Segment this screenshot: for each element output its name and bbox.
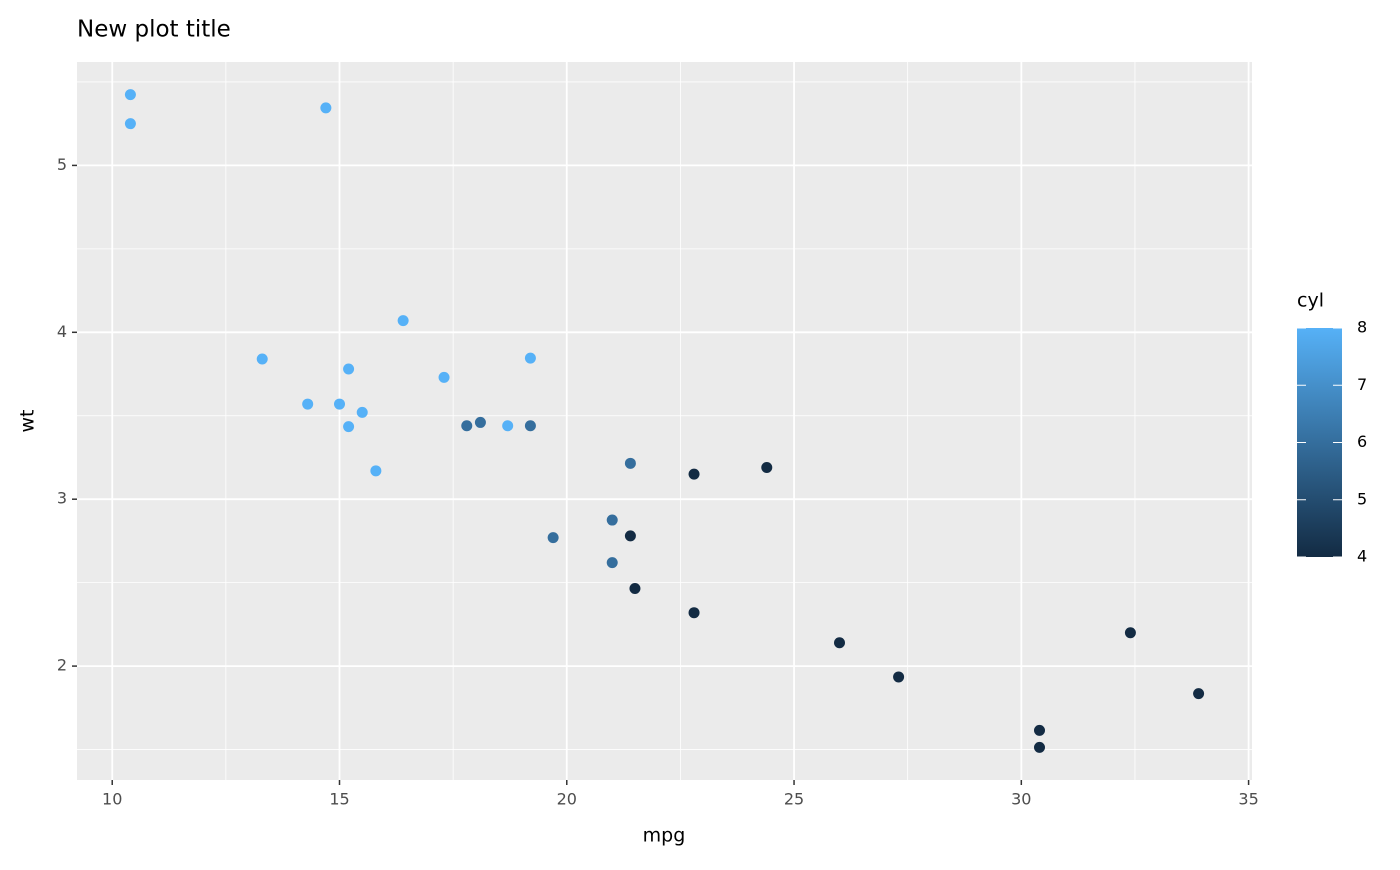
y-tick-label: 4 (57, 322, 67, 341)
point (547, 532, 559, 544)
point (524, 352, 536, 364)
y-tick-label: 5 (57, 155, 67, 174)
point (629, 582, 641, 594)
point (1124, 627, 1136, 639)
point (688, 468, 700, 480)
point (356, 406, 368, 418)
point (502, 420, 514, 432)
point (624, 457, 636, 469)
chart-title: New plot title (77, 17, 231, 43)
point (438, 371, 450, 383)
point (624, 530, 636, 542)
x-tick-label: 25 (784, 790, 804, 809)
x-axis-label: mpg (643, 825, 686, 847)
point (370, 465, 382, 477)
point (1034, 724, 1045, 736)
x-tick-label: 10 (102, 790, 122, 809)
point (124, 118, 136, 130)
legend-label: 5 (1357, 489, 1367, 508)
point (302, 398, 314, 410)
point (761, 461, 773, 473)
point (461, 420, 473, 432)
point (343, 421, 355, 433)
point (834, 637, 845, 649)
legend-label: 4 (1357, 547, 1367, 566)
x-tick-label: 35 (1238, 790, 1258, 809)
legend-label: 6 (1357, 432, 1367, 451)
x-tick-label: 20 (557, 790, 577, 809)
panel (77, 62, 1252, 780)
point (397, 315, 409, 327)
point (320, 102, 332, 114)
legend-label: 7 (1357, 375, 1367, 394)
x-tick-label: 30 (1011, 790, 1031, 809)
point (1193, 688, 1205, 700)
point (256, 353, 268, 365)
point (606, 514, 618, 526)
y-tick-label: 3 (57, 489, 67, 508)
y-axis-label: wt (17, 410, 39, 433)
legend-label: 8 (1357, 318, 1367, 337)
legend-title: cyl (1297, 290, 1324, 312)
y-tick-label: 2 (57, 656, 67, 675)
point (474, 416, 486, 428)
point (343, 363, 355, 375)
point (688, 607, 700, 619)
point (606, 557, 618, 569)
point (1034, 741, 1045, 753)
point (334, 398, 345, 410)
point (893, 671, 905, 683)
x-tick-label: 15 (329, 790, 349, 809)
point (524, 420, 536, 432)
point (124, 89, 136, 101)
